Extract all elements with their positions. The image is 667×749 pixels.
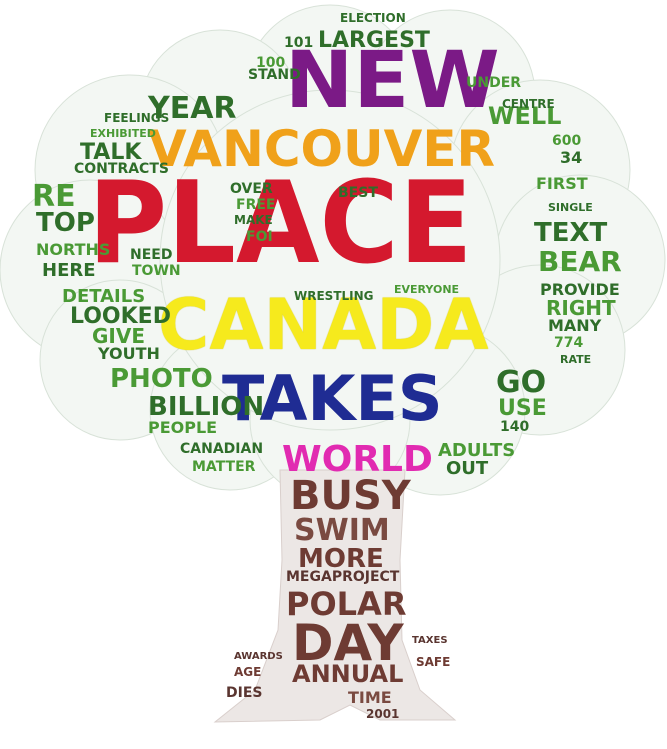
word-new: NEW — [284, 36, 500, 126]
word-stand: STAND — [248, 67, 301, 83]
word-bear: BEAR — [538, 245, 622, 278]
word-youth: YOUTH — [98, 344, 160, 363]
word-largest: LARGEST — [318, 28, 430, 53]
word-adults: ADULTS — [438, 440, 516, 461]
word-well: WELL — [488, 102, 562, 130]
word-matter: MATTER — [192, 459, 256, 475]
word-place: PLACE — [88, 157, 473, 290]
word-megaproject: MEGAPROJECT — [286, 569, 400, 585]
word-single: SINGLE — [548, 201, 593, 214]
word-more: MORE — [298, 544, 384, 574]
word-free: FREE — [236, 197, 276, 213]
word-n2001: 2001 — [366, 707, 400, 721]
word-provide: PROVIDE — [540, 280, 620, 299]
word-dies: DIES — [226, 685, 263, 701]
word-out: OUT — [446, 458, 489, 479]
word-n140: 140 — [500, 419, 530, 435]
word-exhibited: EXHIBITED — [90, 127, 156, 140]
word-n600: 600 — [552, 133, 582, 149]
word-day: DAY — [292, 614, 404, 672]
word-n774: 774 — [554, 335, 584, 351]
word-world: WORLD — [282, 439, 433, 480]
word-make: MAKE — [234, 213, 273, 227]
word-over: OVER — [230, 181, 273, 197]
word-talk: TALK — [80, 140, 142, 165]
word-polar: POLAR — [286, 585, 407, 623]
word-top: TOP — [36, 208, 95, 238]
word-vancouver: VANCOUVER — [148, 120, 495, 178]
word-give: GIVE — [92, 324, 145, 348]
word-age: AGE — [234, 665, 262, 679]
word-right: RIGHT — [546, 296, 616, 320]
word-photo: PHOTO — [110, 364, 213, 394]
word-first: FIRST — [536, 174, 588, 193]
word-billion: BILLION — [148, 392, 265, 422]
word-people: PEOPLE — [148, 418, 218, 437]
word-contracts: CONTRACTS — [74, 161, 169, 177]
word-many: MANY — [548, 316, 602, 335]
word-taxes: TAXES — [412, 635, 448, 646]
word-town: TOWN — [132, 263, 181, 279]
word-details: DETAILS — [62, 286, 146, 307]
word-norths: NORTHS — [36, 240, 111, 259]
word-n101: 101 — [284, 35, 314, 51]
word-wrestling: WRESTLING — [294, 289, 374, 303]
word-year: YEAR — [148, 91, 237, 126]
word-under: UNDER — [466, 75, 522, 91]
word-need: NEED — [130, 247, 173, 263]
word-canadian: CANADIAN — [180, 441, 264, 457]
word-takes: TAKES — [222, 362, 443, 435]
word-annual: ANNUAL — [292, 660, 404, 688]
word-use: USE — [498, 396, 547, 421]
word-looked: LOOKED — [70, 304, 171, 329]
word-busy: BUSY — [290, 473, 411, 519]
word-election: ELECTION — [340, 11, 406, 25]
word-awards: AWARDS — [234, 651, 283, 662]
word-text: TEXT — [534, 218, 608, 248]
word-canada: CANADA — [158, 284, 489, 366]
word-safe: SAFE — [416, 655, 451, 669]
word-best: BEST — [338, 185, 378, 201]
word-time: TIME — [348, 688, 392, 707]
word-rate: RATE — [560, 353, 592, 366]
word-centre: CENTRE — [502, 97, 555, 111]
word-everyone: EVERYONE — [394, 283, 460, 296]
word-go: GO — [496, 365, 547, 400]
word-n34: 34 — [560, 148, 583, 167]
tree-canopy-shape — [0, 4, 666, 501]
word-re: RE — [32, 179, 76, 214]
tree-trunk-shape — [213, 469, 457, 723]
word-swim: SWIM — [294, 513, 390, 548]
word-here: HERE — [42, 260, 96, 281]
word-n100: 100 — [256, 55, 286, 71]
word-feelings: FEELINGS — [104, 111, 170, 125]
word-foi: FOI — [246, 229, 273, 245]
